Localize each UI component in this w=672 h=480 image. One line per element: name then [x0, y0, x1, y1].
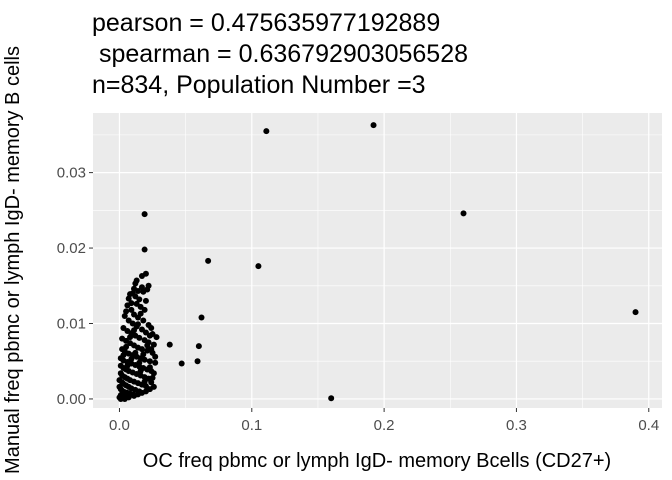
- data-point: [146, 358, 153, 365]
- data-point: [123, 308, 130, 315]
- data-point: [127, 334, 134, 341]
- data-point: [132, 349, 139, 356]
- minor-gridlines: [93, 113, 662, 408]
- major-gridlines: [93, 113, 662, 408]
- data-point: [137, 368, 144, 375]
- data-point: [120, 352, 127, 359]
- x-tick-label: 0.4: [638, 417, 659, 434]
- x-tick-label: 0.3: [506, 417, 527, 434]
- data-point: [132, 280, 139, 287]
- data-point: [128, 355, 135, 362]
- data-point: [141, 378, 148, 385]
- data-point: [142, 297, 149, 304]
- data-point: [150, 383, 157, 390]
- data-point: [138, 284, 145, 291]
- data-point: [134, 321, 141, 328]
- data-point: [149, 331, 156, 338]
- data-point: [140, 288, 147, 295]
- data-point: [140, 317, 147, 324]
- data-point: [150, 370, 157, 377]
- data-point: [125, 295, 132, 302]
- data-point: [205, 257, 212, 264]
- data-point: [137, 310, 144, 317]
- data-point: [128, 306, 135, 313]
- data-point: [123, 343, 130, 350]
- data-point: [136, 296, 143, 303]
- data-point: [632, 309, 639, 316]
- x-tick-label: 0.1: [241, 417, 262, 434]
- y-axis-title: Manual freq pbmc or lymph IgD- memory B …: [2, 46, 24, 474]
- y-tick-label: 0.00: [57, 391, 86, 408]
- y-tick-label: 0.03: [57, 165, 86, 182]
- data-point: [141, 246, 148, 253]
- data-point: [117, 395, 124, 402]
- data-point: [149, 374, 156, 381]
- data-point: [328, 395, 335, 402]
- data-point: [150, 341, 157, 348]
- data-point: [144, 342, 151, 349]
- data-point: [152, 359, 159, 366]
- data-point: [121, 312, 128, 319]
- data-point: [138, 272, 145, 279]
- y-tick-label: 0.02: [57, 240, 86, 257]
- data-point: [146, 364, 153, 371]
- data-point: [136, 334, 143, 341]
- plot-panel: [93, 113, 662, 408]
- data-point: [148, 379, 155, 386]
- data-point: [141, 211, 148, 218]
- data-point: [148, 346, 155, 353]
- data-points: [116, 122, 639, 402]
- data-point: [460, 210, 467, 217]
- data-point: [166, 341, 173, 348]
- data-point: [148, 325, 155, 332]
- y-tick-label: 0.01: [57, 315, 86, 332]
- data-point: [140, 351, 147, 358]
- data-point: [131, 285, 138, 292]
- data-point: [195, 343, 202, 350]
- data-point: [178, 360, 185, 367]
- title-line-pearson: pearson = 0.475635977192889: [92, 9, 440, 37]
- x-tick-label: 0.2: [374, 417, 395, 434]
- data-point: [125, 394, 132, 401]
- x-tick-label: 0.0: [109, 417, 130, 434]
- data-point: [198, 314, 205, 321]
- x-axis-title: OC freq pbmc or lymph IgD- memory Bcells…: [143, 450, 611, 472]
- chart-title: pearson = 0.475635977192889 spearman = 0…: [92, 9, 468, 99]
- data-point: [194, 358, 201, 365]
- title-line-sample-size: n=834, Population Number =3: [92, 71, 426, 99]
- data-point: [255, 263, 262, 270]
- x-axis-ticks: 0.0 0.1 0.2 0.3 0.4: [109, 408, 659, 434]
- data-point: [136, 359, 143, 366]
- data-point: [152, 353, 159, 360]
- data-point: [138, 346, 145, 353]
- title-line-spearman: spearman = 0.636792903056528: [92, 40, 468, 68]
- data-point: [131, 327, 138, 334]
- data-point: [141, 306, 148, 313]
- data-point: [263, 128, 270, 135]
- y-axis-ticks: 0.00 0.01 0.02 0.03: [57, 165, 93, 408]
- data-point: [370, 122, 377, 129]
- data-point: [141, 356, 148, 363]
- data-point: [128, 300, 135, 307]
- data-point: [124, 362, 131, 369]
- data-point: [127, 291, 134, 298]
